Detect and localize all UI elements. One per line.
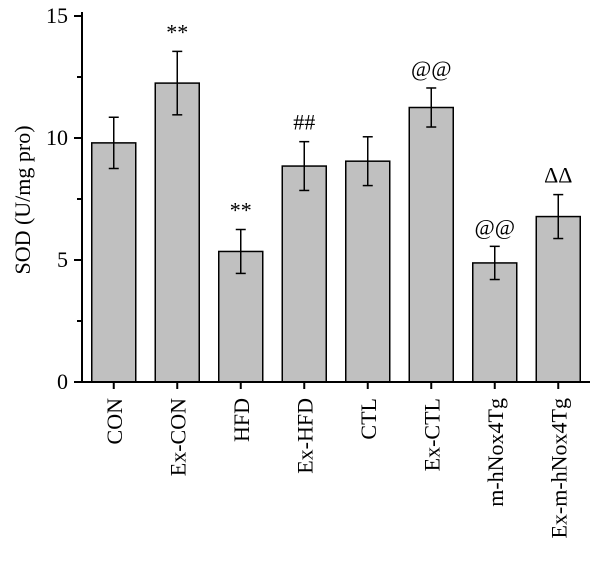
significance-label: @@ xyxy=(474,214,515,239)
x-tick-label: Ex-CON xyxy=(165,398,190,476)
bars-group: ** ** ## @@ @@ ΔΔ xyxy=(91,19,581,383)
x-tick-label: m-hNox4Tg xyxy=(483,398,508,507)
significance-label: ** xyxy=(166,19,188,44)
x-tick-label: HFD xyxy=(229,398,254,442)
y-tick-label: 10 xyxy=(46,125,68,150)
bar xyxy=(154,82,200,383)
y-axis-label: SOD (U/mg pro) xyxy=(10,125,35,274)
x-tick-label: Ex-CTL xyxy=(419,398,444,471)
x-tick-label: Ex-HFD xyxy=(292,398,317,474)
significance-label: ## xyxy=(293,110,315,135)
significance-label: ** xyxy=(230,198,252,223)
x-tick-label: CON xyxy=(102,398,127,445)
bar xyxy=(91,142,137,383)
bar xyxy=(408,106,454,383)
x-tick-label: CTL xyxy=(356,398,381,440)
y-axis: 0 5 10 15 xyxy=(46,3,82,394)
x-axis: CON Ex-CON HFD Ex-HFD CTL Ex-CTL m-hNox4Tg Ex-m… xyxy=(102,382,571,539)
x-tick-label: Ex-m-hNox4Tg xyxy=(546,398,571,539)
y-tick-label: 0 xyxy=(57,369,68,394)
significance-label: @@ xyxy=(411,56,452,81)
bar xyxy=(345,160,391,383)
bar xyxy=(281,165,327,383)
y-tick-label: 15 xyxy=(46,3,68,28)
significance-label: ΔΔ xyxy=(544,163,572,188)
y-tick-label: 5 xyxy=(57,247,68,272)
bar xyxy=(472,262,518,383)
bar xyxy=(535,215,581,383)
bar xyxy=(218,250,264,383)
